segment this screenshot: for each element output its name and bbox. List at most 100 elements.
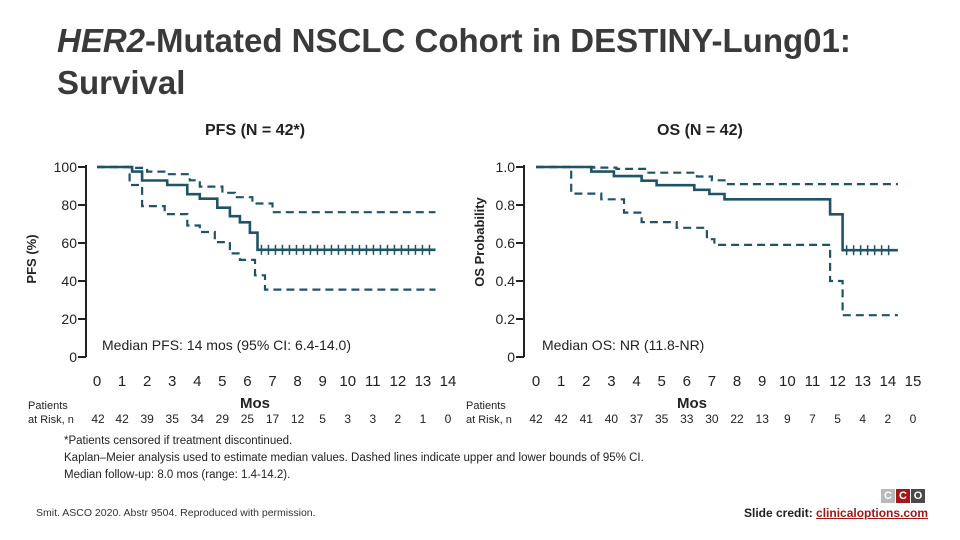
pfs-ci-curve	[97, 165, 436, 291]
pfs-risk-count: 12	[291, 412, 305, 426]
footnote-method: Kaplan–Meier analysis used to estimate m…	[64, 452, 644, 464]
os-x-tick-label: 3	[607, 373, 615, 390]
pfs-y-tick-label: 100	[54, 159, 78, 175]
pfs-y-tick-label: 60	[61, 235, 77, 251]
os-x-tick-label: 15	[905, 373, 922, 390]
os-risk-label: Patients	[466, 400, 506, 412]
os-risk-count: 41	[580, 412, 594, 426]
logo-letter: C	[896, 489, 910, 503]
os-ci-curve	[536, 165, 898, 186]
title-rest-part: -Mutated NSCLC Cohort in DESTINY-Lung01:…	[57, 22, 851, 101]
pfs-risk-count: 2	[395, 412, 402, 426]
pfs-risk-label-n: at Risk, n	[28, 414, 74, 426]
os-risk-count: 0	[910, 412, 917, 426]
os-risk-count: 30	[705, 412, 719, 426]
pfs-x-tick-label: 3	[168, 373, 176, 390]
pfs-y-axis-label: PFS (%)	[24, 234, 39, 283]
os-risk-count: 7	[809, 412, 816, 426]
os-y-tick-label: 0	[507, 349, 515, 365]
pfs-x-tick-label: 9	[318, 373, 326, 390]
os-x-tick-label: 9	[758, 373, 766, 390]
os-risk-label-n: at Risk, n	[466, 414, 512, 426]
pfs-x-tick-label: 6	[243, 373, 251, 390]
os-risk-count: 2	[885, 412, 892, 426]
pfs-x-tick-label: 0	[93, 373, 101, 390]
pfs-risk-count: 3	[344, 412, 351, 426]
pfs-y-tick-label: 0	[69, 349, 77, 365]
os-risk-count: 40	[605, 412, 619, 426]
os-y-tick-label: 0.8	[496, 197, 516, 213]
footnotes: *Patients censored if treatment disconti…	[64, 433, 644, 484]
pfs-x-tick-label: 11	[365, 373, 381, 390]
pfs-risk-count: 3	[369, 412, 376, 426]
pfs-x-tick-label: 1	[118, 373, 126, 390]
pfs-x-tick-label: 10	[339, 373, 356, 390]
os-x-tick-label: 4	[632, 373, 640, 390]
pfs-y-tick-label: 20	[61, 311, 77, 327]
pfs-risk-count: 35	[166, 412, 180, 426]
slide-credit: Slide credit: clinicaloptions.com	[744, 506, 928, 520]
os-y-tick-label: 0.4	[496, 273, 516, 289]
os-y-tick-label: 1.0	[496, 159, 516, 175]
logo-letter: O	[911, 489, 925, 503]
pfs-x-tick-label: 2	[143, 373, 151, 390]
pfs-x-tick-label: 7	[268, 373, 276, 390]
os-ci-curve	[536, 165, 898, 317]
pfs-panel-title: PFS (N = 42*)	[205, 122, 306, 139]
os-panel-title: OS (N = 42)	[657, 122, 743, 139]
os-x-tick-label: 11	[805, 373, 821, 390]
os-y-axis-label: OS Probability	[472, 196, 487, 286]
pfs-km-curve	[97, 165, 436, 252]
pfs-x-tick-label: 14	[440, 373, 457, 390]
pfs-risk-label: Patients	[28, 400, 68, 412]
logo-letter: C	[881, 489, 895, 503]
os-risk-count: 37	[630, 412, 644, 426]
os-x-tick-label: 0	[532, 373, 540, 390]
os-y-tick-label: 0.6	[496, 235, 516, 251]
os-median-annotation: Median OS: NR (11.8-NR)	[542, 337, 704, 353]
os-x-tick-label: 13	[854, 373, 871, 390]
credit-link[interactable]: clinicaloptions.com	[816, 506, 929, 520]
pfs-risk-count: 1	[420, 412, 427, 426]
pfs-risk-count: 42	[91, 412, 105, 426]
pfs-risk-count: 34	[191, 412, 205, 426]
pfs-ci-curve	[97, 165, 436, 214]
pfs-risk-count: 5	[319, 412, 326, 426]
slide-title: HER2-Mutated NSCLC Cohort in DESTINY-Lun…	[57, 20, 917, 104]
os-x-tick-label: 1	[557, 373, 565, 390]
os-risk-count: 9	[784, 412, 791, 426]
os-risk-count: 4	[859, 412, 866, 426]
pfs-x-axis-label: Mos	[240, 395, 270, 412]
pfs-risk-count: 42	[115, 412, 129, 426]
os-x-axis-label: Mos	[677, 395, 707, 412]
footnote-censoring: *Patients censored if treatment disconti…	[64, 435, 293, 447]
os-x-tick-label: 7	[708, 373, 716, 390]
os-x-tick-label: 5	[657, 373, 665, 390]
pfs-median-annotation: Median PFS: 14 mos (95% CI: 6.4-14.0)	[102, 337, 351, 353]
os-risk-count: 33	[680, 412, 694, 426]
os-km-curve	[536, 165, 898, 252]
os-risk-count: 42	[554, 412, 568, 426]
pfs-x-tick-label: 5	[218, 373, 226, 390]
os-risk-count: 5	[834, 412, 841, 426]
pfs-risk-count: 0	[445, 412, 452, 426]
pfs-x-tick-label: 12	[390, 373, 407, 390]
pfs-risk-count: 39	[140, 412, 154, 426]
os-risk-count: 35	[655, 412, 669, 426]
pfs-x-tick-label: 4	[193, 373, 201, 390]
pfs-risk-count: 17	[266, 412, 280, 426]
os-x-tick-label: 6	[683, 373, 691, 390]
credit-label: Slide credit:	[744, 506, 813, 520]
title-italic-part: HER2	[57, 22, 146, 59]
os-x-tick-label: 12	[829, 373, 846, 390]
os-x-tick-label: 8	[733, 373, 741, 390]
os-risk-count: 22	[730, 412, 744, 426]
os-x-tick-label: 10	[779, 373, 796, 390]
os-risk-count: 13	[756, 412, 770, 426]
footnote-followup: Median follow-up: 8.0 mos (range: 1.4-14…	[64, 469, 291, 481]
pfs-x-tick-label: 13	[415, 373, 432, 390]
pfs-y-tick-label: 40	[61, 273, 77, 289]
pfs-risk-count: 25	[241, 412, 255, 426]
